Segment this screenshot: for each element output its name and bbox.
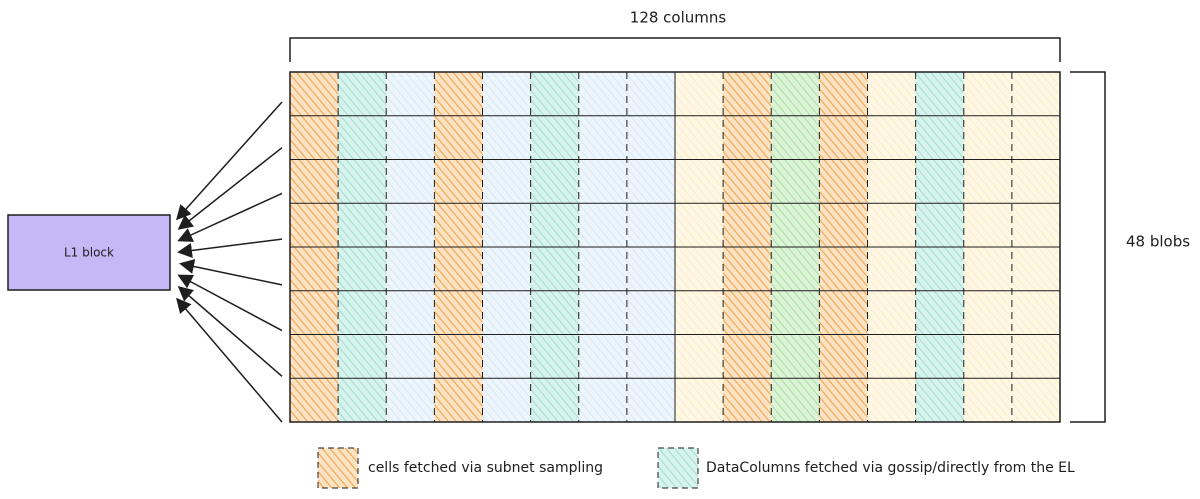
- legend-swatch: [657, 447, 699, 489]
- legend-label: cells fetched via subnet sampling: [368, 460, 603, 476]
- arrow: [177, 238, 283, 258]
- arrow: [177, 192, 283, 242]
- grid: [289, 71, 1061, 423]
- blobs-label: 48 blobs: [1126, 233, 1190, 251]
- l1-block-label: L1 block: [64, 246, 114, 260]
- arrows: [175, 101, 283, 423]
- arrow: [179, 259, 283, 286]
- legend-label: DataColumns fetched via gossip/directly …: [706, 460, 1075, 476]
- legend-swatch: [317, 447, 359, 489]
- right-bracket: [1070, 71, 1106, 423]
- arrow: [177, 147, 283, 230]
- columns-label: 128 columns: [630, 9, 727, 27]
- top-bracket: [289, 37, 1061, 62]
- arrow: [175, 101, 283, 221]
- arrow: [176, 297, 283, 423]
- grid-border: [289, 71, 1061, 423]
- arrow: [177, 286, 283, 377]
- l1-block: [7, 214, 171, 291]
- arrow: [177, 274, 283, 332]
